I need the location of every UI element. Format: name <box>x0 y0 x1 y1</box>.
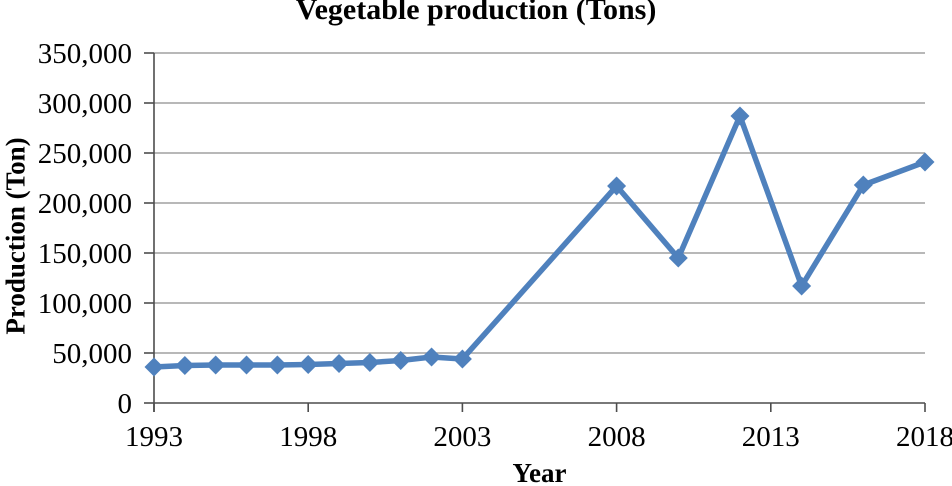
x-tick-label: 2018 <box>896 421 952 453</box>
data-point-marker <box>360 353 380 372</box>
y-tick-label: 150,000 <box>38 238 132 270</box>
x-tick-label: 2008 <box>588 421 646 453</box>
y-tick-label: 300,000 <box>38 88 132 120</box>
data-point-marker <box>206 355 226 375</box>
data-point-marker <box>853 175 873 195</box>
x-tick-label: 2003 <box>433 421 491 453</box>
x-axis-title: Year <box>512 458 567 486</box>
y-tick-label: 250,000 <box>38 138 132 170</box>
x-tick-label: 1993 <box>125 421 183 453</box>
data-point-marker <box>329 354 349 373</box>
data-point-marker <box>792 276 812 296</box>
data-point-marker <box>298 355 318 374</box>
data-point-marker <box>144 357 164 377</box>
x-tick-label: 1998 <box>279 421 337 453</box>
data-point-marker <box>915 152 935 172</box>
data-point-marker <box>668 248 688 268</box>
data-point-marker <box>237 355 257 375</box>
data-point-marker <box>730 106 750 126</box>
y-tick-label: 200,000 <box>38 188 132 220</box>
y-tick-label: 0 <box>118 388 133 420</box>
data-point-marker <box>422 347 442 367</box>
y-tick-label: 350,000 <box>38 38 132 70</box>
x-tick-label: 2013 <box>742 421 800 453</box>
data-point-marker <box>607 176 627 196</box>
data-point-marker <box>391 351 411 370</box>
chart-title: Vegetable production (Tons) <box>295 0 657 26</box>
y-tick-label: 50,000 <box>52 338 132 370</box>
y-tick-label: 100,000 <box>38 288 132 320</box>
data-point-marker <box>267 355 287 375</box>
data-point-marker <box>175 356 195 375</box>
data-point-marker <box>452 349 472 369</box>
